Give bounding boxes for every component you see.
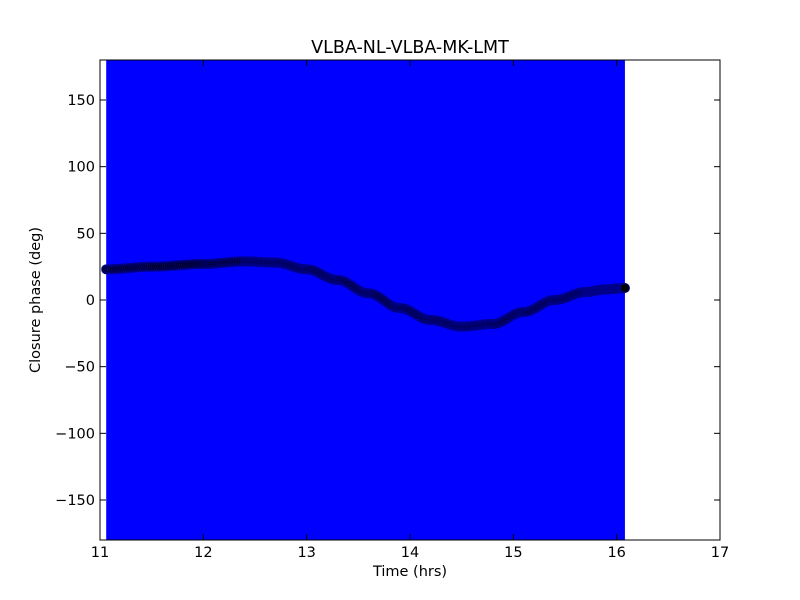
x-tick-label: 17 <box>711 545 729 561</box>
x-axis-ticks: 11 12 13 14 15 16 17 <box>91 60 729 561</box>
series-layer <box>101 256 630 332</box>
error-band <box>106 60 625 540</box>
error-band-layer <box>106 60 625 540</box>
chart-title: VLBA-NL-VLBA-MK-LMT <box>311 38 509 58</box>
y-tick-label: −100 <box>55 426 95 442</box>
y-tick-label: −50 <box>64 360 95 376</box>
y-tick-label: 50 <box>77 226 95 242</box>
x-tick-label: 15 <box>504 545 522 561</box>
x-tick-label: 12 <box>194 545 212 561</box>
y-tick-label: −150 <box>55 493 95 509</box>
y-tick-label: 150 <box>67 93 95 109</box>
y-axis-ticks: 150 100 50 0 −50 −100 −150 <box>55 93 720 509</box>
y-tick-label: 100 <box>67 160 95 176</box>
x-tick-label: 13 <box>297 545 315 561</box>
x-tick-label: 11 <box>91 545 109 561</box>
y-axis-label: Closure phase (deg) <box>28 227 44 373</box>
x-tick-label: 16 <box>607 545 625 561</box>
series-0 <box>101 256 630 332</box>
x-tick-label: 14 <box>401 545 419 561</box>
y-tick-label: 0 <box>86 293 95 309</box>
data-point <box>619 283 630 293</box>
x-axis-label: Time (hrs) <box>372 564 447 580</box>
